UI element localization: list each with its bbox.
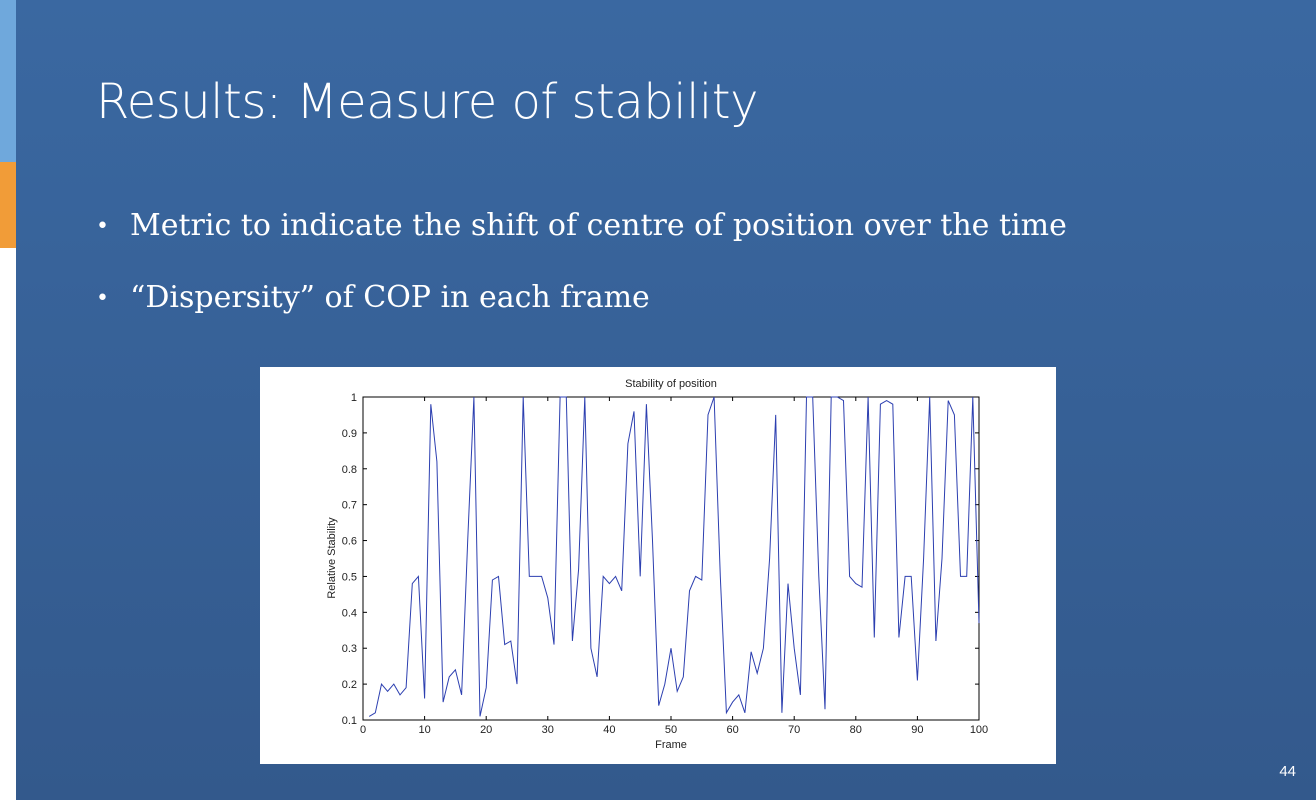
- x-tick-label: 50: [665, 724, 677, 736]
- page-number: 44: [1279, 763, 1296, 780]
- stability-series-line: [368, 396, 980, 717]
- bullet-item: • “Dispersity” of COP in each frame: [96, 280, 1067, 352]
- stability-chart: Stability of position Frame Relative Sta…: [326, 378, 988, 751]
- y-tick-label: 0.1: [342, 715, 357, 727]
- x-tick-label: 90: [911, 724, 923, 736]
- x-tick-label: 10: [418, 724, 430, 736]
- bullet-dot-icon: •: [96, 214, 109, 239]
- x-tick-label: 30: [542, 724, 554, 736]
- x-axis-label: Frame: [655, 739, 687, 751]
- y-tick-label: 0.9: [342, 428, 357, 440]
- x-tick-label: 40: [603, 724, 615, 736]
- x-tick-label: 20: [480, 724, 492, 736]
- x-tick-label: 80: [850, 724, 862, 736]
- y-tick-label: 0.4: [342, 607, 357, 619]
- y-tick-label: 0.6: [342, 536, 357, 548]
- x-tick-label: 0: [360, 724, 366, 736]
- bullet-list: • Metric to indicate the shift of centre…: [96, 208, 1067, 352]
- bullet-text: “Dispersity” of COP in each frame: [130, 280, 650, 315]
- chart-container: Stability of position Frame Relative Sta…: [260, 367, 1056, 764]
- y-tick-label: 0.5: [342, 571, 357, 583]
- y-tick-label: 0.2: [342, 679, 357, 691]
- bullet-text: Metric to indicate the shift of centre o…: [130, 208, 1067, 243]
- y-tick-label: 1: [351, 392, 357, 404]
- chart-title: Stability of position: [625, 378, 717, 390]
- axis-ticks: 0 10 20 30 40 50 60 70 80 90 100 0.1 0.2 0.3 0.4 0.5 0.6…: [342, 392, 988, 736]
- y-axis-label: Relative Stability: [326, 517, 338, 599]
- y-tick-label: 0.3: [342, 643, 357, 655]
- bullet-dot-icon: •: [96, 286, 109, 311]
- x-tick-label: 70: [788, 724, 800, 736]
- accent-blue-block: [0, 0, 16, 162]
- slide-title: Results: Measure of stability: [96, 74, 758, 130]
- accent-orange-block: [0, 162, 16, 248]
- y-tick-label: 0.8: [342, 464, 357, 476]
- x-tick-label: 60: [726, 724, 738, 736]
- bullet-item: • Metric to indicate the shift of centre…: [96, 208, 1067, 280]
- y-tick-label: 0.7: [342, 500, 357, 512]
- x-tick-label: 100: [970, 724, 988, 736]
